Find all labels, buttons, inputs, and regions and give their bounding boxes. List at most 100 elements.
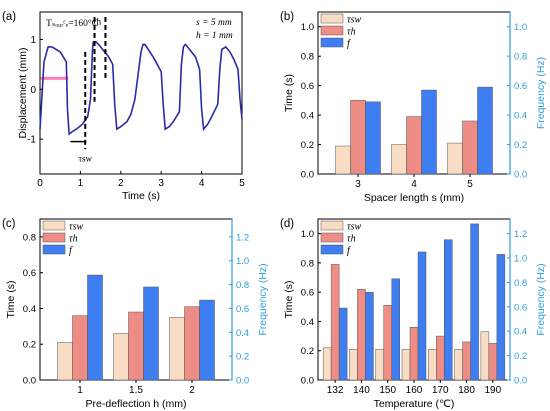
- y-tick-label: 0.6: [301, 81, 314, 92]
- x-tick-label: 1: [78, 178, 84, 189]
- legend-label-f: f: [347, 39, 351, 50]
- bar-sw-160: [401, 349, 411, 381]
- annotation-source: Tₛₒᵤᵣᶜₑ=160°C: [46, 18, 98, 29]
- x-axis-label: Time (s): [122, 190, 160, 202]
- y-tick-label: 0.8: [301, 258, 314, 269]
- annotation-s: s = 5 mm: [196, 18, 232, 28]
- bar-h-190: [488, 343, 498, 381]
- y-right-tick-label: 0.4: [514, 327, 527, 338]
- legend-swatch-sw: [320, 13, 344, 24]
- bar-h-160: [409, 327, 419, 381]
- panel-label: (d): [280, 218, 294, 230]
- bar-f-1.5: [143, 286, 159, 381]
- legend-swatch-h: [42, 232, 66, 243]
- x-tick-label: 5: [239, 178, 245, 189]
- y-tick-label: 0.4: [23, 304, 36, 315]
- bar-sw-2: [169, 317, 185, 381]
- x-axis-label: Pre-deflection h (mm): [86, 398, 187, 410]
- panel-label: (c): [2, 218, 16, 230]
- y-right-axis-label: Frequency (Hz): [535, 263, 547, 335]
- y-right-tick-label: 0.6: [236, 304, 249, 315]
- y-right-tick-label: 1.2: [514, 229, 527, 240]
- y-right-tick-label: 0.0: [514, 170, 527, 181]
- bar-h-3: [350, 100, 366, 175]
- y-right-tick-label: 0.8: [514, 278, 527, 289]
- x-tick-label: 2: [118, 178, 124, 189]
- x-tick-label: 5: [467, 179, 473, 190]
- bar-h-170: [436, 335, 445, 381]
- legend-swatch-h: [320, 232, 344, 243]
- x-tick-label: 150: [379, 385, 396, 396]
- y-right-tick-label: 0.4: [236, 328, 249, 339]
- bar-sw-5: [447, 142, 463, 175]
- x-tick-label: 132: [327, 385, 344, 396]
- x-tick-label: 4: [199, 178, 205, 189]
- tau-h-label: τh: [93, 17, 102, 27]
- y-right-tick-label: 1.0: [236, 256, 249, 267]
- x-tick-label: 3: [158, 178, 164, 189]
- y-tick-label: 0.6: [23, 268, 36, 279]
- y-tick-label: 0.4: [301, 111, 314, 122]
- bar-sw-190: [480, 331, 490, 381]
- y-tick-label: 0.2: [23, 340, 36, 351]
- plot-frame: [39, 11, 243, 175]
- bar-sw-3: [335, 145, 351, 175]
- legend-swatch-f: [320, 244, 344, 255]
- panel-b: 3 4 5 0.0 0.2 0.4 0.6 0.8 1.0 0.0 0.2 0.4 0.6 0.8 1.0 S…: [280, 11, 547, 204]
- bar-sw-132: [322, 347, 332, 381]
- y-right-tick-label: 0.2: [514, 351, 527, 362]
- y-right-tick-label: 0.4: [514, 111, 527, 122]
- bar-h-5: [462, 120, 478, 175]
- legend-swatch-sw: [42, 220, 66, 231]
- y-tick-label: 1.0: [301, 229, 314, 240]
- bar-f-190: [496, 254, 506, 381]
- bar-sw-180: [454, 349, 463, 381]
- legend-label-f: f: [347, 246, 351, 257]
- x-tick-label: 180: [458, 385, 475, 396]
- y-right-tick-label: 1.0: [514, 254, 527, 265]
- bar-f-4: [421, 89, 437, 175]
- x-tick-label: 190: [485, 385, 502, 396]
- y-right-tick-label: 0.2: [236, 352, 249, 363]
- legend-label-f: f: [69, 246, 73, 257]
- y-axis-label: Time (s): [5, 280, 17, 318]
- y-axis-label: Time (s): [283, 280, 295, 318]
- bar-sw-1.5: [113, 333, 129, 381]
- legend-label-sw: τsw: [347, 15, 361, 26]
- x-tick-label: 4: [411, 179, 417, 190]
- y-right-tick-label: 1.0: [514, 22, 527, 33]
- bar-h-1.5: [128, 311, 144, 381]
- x-tick-label: 0: [37, 178, 43, 189]
- y-tick-label: -1: [27, 135, 36, 146]
- x-tick-label: 1.5: [129, 385, 143, 396]
- panel-d: 132 140 150 160 170 180 190 0.0 0.2 0.4 0.6 0.8 1.0 0…: [280, 218, 547, 410]
- y-right-tick-label: 0.2: [514, 140, 527, 151]
- panel-a: 0 1 2 3 4 5 -1 0 1 Time (s) Displacement (mm) (a) Tₛ…: [2, 11, 245, 202]
- y-tick-label: 0.0: [301, 170, 314, 181]
- bar-sw-170: [428, 349, 437, 381]
- y-tick-label: 0.0: [301, 376, 314, 387]
- bar-h-150: [383, 305, 392, 381]
- x-tick-label: 170: [432, 385, 449, 396]
- y-tick-label: 0.2: [301, 346, 314, 357]
- x-axis-label: Temperature (℃): [374, 398, 455, 410]
- legend-label-sw: τsw: [347, 222, 361, 233]
- bar-f-1: [87, 274, 103, 381]
- bar-f-2: [199, 299, 215, 381]
- legend-swatch-h: [320, 25, 344, 36]
- bar-sw-140: [349, 349, 358, 381]
- bar-f-160: [417, 251, 427, 381]
- y-right-tick-label: 0.8: [236, 280, 249, 291]
- y-tick-label: 0.8: [23, 232, 36, 243]
- y-tick-label: 1.0: [301, 22, 314, 33]
- bar-sw-1: [57, 342, 73, 381]
- legend-swatch-sw: [320, 220, 344, 231]
- y-tick-label: 1: [30, 35, 36, 46]
- x-tick-label: 2: [189, 385, 195, 396]
- bar-h-132: [330, 264, 340, 381]
- legend-label-h: τh: [347, 27, 356, 38]
- panel-label: (a): [2, 11, 16, 23]
- legend-label-h: τh: [69, 234, 78, 245]
- bar-f-5: [477, 86, 493, 175]
